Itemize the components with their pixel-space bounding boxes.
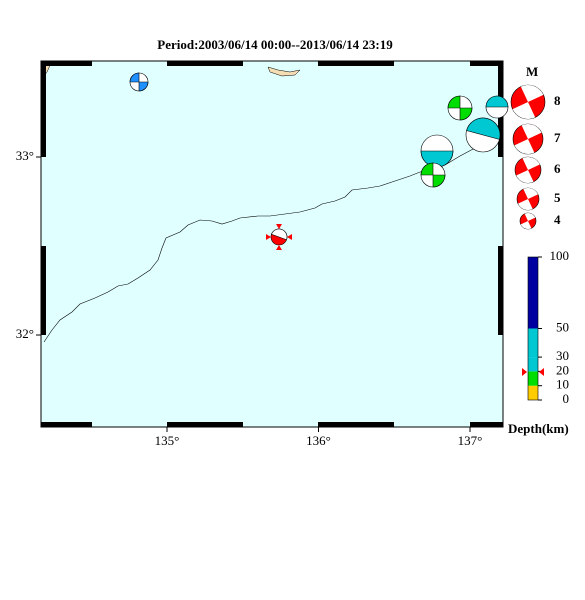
depth-tick-label: 0: [563, 391, 570, 406]
legend-label: 6: [554, 161, 561, 176]
lat-tick-label: 33°: [16, 148, 34, 163]
land: [267, 66, 301, 77]
legend-label: 4: [554, 212, 561, 227]
depth-band: [528, 257, 538, 329]
magnitude-legend: M 8 7 6 5 4: [510, 64, 561, 230]
depth-title: Depth(km): [508, 421, 569, 436]
lon-tick-label: 137°: [458, 433, 483, 448]
lon-tick-label: 135°: [155, 433, 180, 448]
depth-tick-label: 50: [556, 319, 569, 334]
legend-ball-wedge: [520, 213, 536, 229]
depth-band: [528, 357, 538, 372]
legend-ball-wedge: [514, 124, 542, 154]
legend-label: 7: [554, 130, 561, 145]
depth-band: [528, 385, 538, 400]
depth-tick-label: 100: [550, 248, 570, 263]
map-title: Period:2003/06/14 00:00--2013/06/14 23:1…: [157, 37, 393, 52]
lat-tick-label: 32°: [16, 326, 34, 341]
legend-ball-wedge: [518, 188, 538, 210]
event-marker: [266, 224, 292, 250]
focal-mechanisms: [129, 72, 509, 246]
legend-title: M: [526, 64, 538, 79]
depth-marker: [522, 368, 544, 376]
depth-band: [528, 328, 538, 358]
legend-label: 5: [554, 190, 561, 205]
depth-tick-label: 30: [556, 348, 569, 363]
legend-ball-wedge: [512, 85, 544, 119]
lon-tick-label: 136°: [306, 433, 331, 448]
depth-tick-label: 20: [556, 362, 569, 377]
depth-band: [528, 371, 538, 386]
depth-tick-label: 10: [556, 377, 569, 392]
map-frame: [40, 60, 504, 428]
legend-label: 8: [554, 93, 561, 108]
coastline: [43, 135, 504, 343]
legend-ball-wedge: [516, 157, 540, 183]
